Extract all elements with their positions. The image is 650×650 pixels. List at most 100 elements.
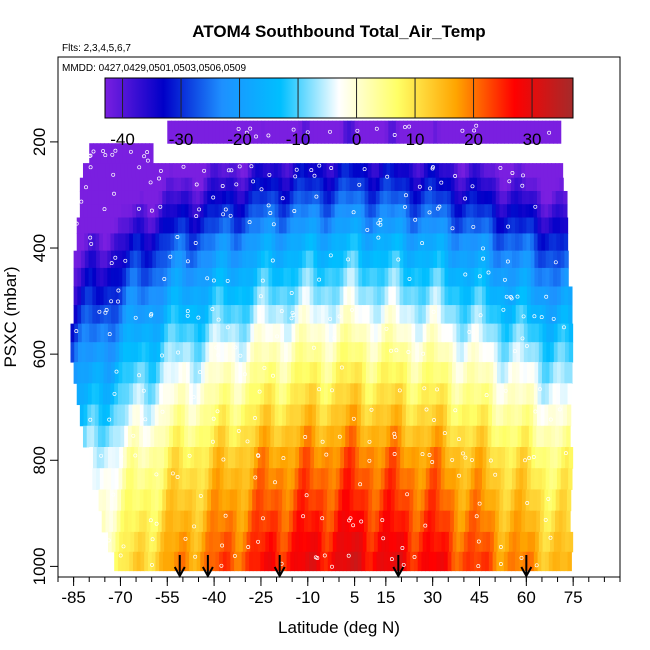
- heatmap-cell: [83, 177, 88, 192]
- heatmap-cell: [156, 342, 162, 363]
- sample-marker: [238, 353, 243, 358]
- heatmap-cell: [391, 383, 396, 406]
- heatmap-cell: [444, 468, 449, 490]
- heatmap-cell: [338, 190, 343, 205]
- heatmap-cell: [529, 404, 534, 427]
- heatmap-cell: [340, 323, 345, 343]
- heatmap-cell: [415, 323, 420, 343]
- sample-marker: [539, 315, 544, 320]
- heatmap-cell: [489, 468, 494, 490]
- heatmap-cell: [255, 425, 260, 448]
- heatmap-cell: [274, 425, 279, 448]
- heatmap-cell: [212, 323, 218, 343]
- heatmap-cell: [444, 267, 449, 287]
- heatmap-cell: [540, 510, 545, 533]
- heatmap-cell: [458, 190, 463, 205]
- heatmap-cell: [568, 531, 574, 553]
- heatmap-cell: [448, 305, 453, 325]
- heatmap-cell: [348, 510, 354, 533]
- heatmap-cell: [144, 468, 150, 490]
- heatmap-cell: [222, 177, 227, 192]
- heatmap-cell: [381, 447, 386, 469]
- heatmap-cell: [252, 404, 257, 427]
- heatmap-cell: [182, 250, 187, 269]
- heatmap-cell: [77, 250, 82, 269]
- heatmap-cell: [164, 447, 169, 469]
- heatmap-cell: [134, 531, 139, 553]
- heatmap-cell: [184, 177, 190, 192]
- heatmap-cell: [542, 447, 547, 469]
- heatmap-cell: [467, 468, 472, 490]
- heatmap-cell: [390, 510, 395, 533]
- sample-marker: [225, 278, 230, 283]
- heatmap-cell: [358, 362, 363, 384]
- heatmap-cell: [351, 323, 356, 343]
- heatmap-cell: [462, 190, 467, 205]
- heatmap-cell: [555, 510, 560, 533]
- heatmap-cell: [397, 510, 403, 533]
- heatmap-cell: [107, 468, 112, 490]
- heatmap-cell: [511, 286, 517, 306]
- heatmap-cell: [253, 362, 258, 384]
- heatmap-cell: [298, 267, 303, 287]
- heatmap-cell: [448, 531, 454, 553]
- heatmap-cell: [519, 120, 524, 144]
- latitude-arrow: [520, 555, 533, 579]
- heatmap-cell: [70, 323, 75, 343]
- heatmap-cell: [114, 551, 119, 572]
- heatmap-cell: [249, 267, 255, 287]
- heatmap-cell: [337, 510, 343, 533]
- heatmap-cell: [266, 163, 271, 179]
- heatmap-cell: [448, 468, 453, 490]
- heatmap-cell: [313, 120, 318, 144]
- heatmap-cell: [113, 404, 118, 427]
- heatmap-cell: [448, 267, 453, 287]
- heatmap-cell: [538, 120, 543, 144]
- sample-marker: [498, 165, 503, 170]
- heatmap-cell: [248, 204, 253, 219]
- heatmap-cell: [520, 531, 525, 553]
- dates-label: MMDD: 0427,0429,0501,0503,0506,0509: [62, 63, 246, 74]
- heatmap-cell: [413, 404, 418, 427]
- heatmap-cell: [488, 190, 493, 205]
- heatmap-cell: [208, 468, 213, 490]
- heatmap-cell: [530, 233, 535, 252]
- heatmap-cell: [118, 468, 123, 490]
- heatmap-cell: [151, 190, 156, 205]
- heatmap-cell: [482, 286, 487, 306]
- heatmap-cell: [264, 468, 270, 490]
- heatmap-cell: [401, 510, 406, 533]
- heatmap-cell: [145, 342, 150, 363]
- heatmap-cell: [325, 447, 330, 469]
- sample-marker: [519, 555, 524, 560]
- heatmap-cell: [302, 267, 307, 287]
- heatmap-cell: [151, 404, 156, 427]
- heatmap-cell: [369, 286, 374, 306]
- heatmap-cell: [529, 204, 534, 219]
- sample-marker: [358, 482, 363, 487]
- heatmap-cell: [247, 163, 253, 179]
- heatmap-cell: [141, 447, 147, 469]
- heatmap-cell: [96, 362, 101, 384]
- heatmap-cell: [410, 267, 416, 287]
- heatmap-cell: [324, 551, 329, 572]
- heatmap-cell: [179, 531, 184, 553]
- heatmap-cell: [147, 404, 152, 427]
- heatmap-cell: [174, 362, 180, 384]
- heatmap-cell: [454, 404, 459, 427]
- heatmap-cell: [115, 143, 120, 164]
- heatmap-cell: [382, 510, 388, 533]
- heatmap-cell: [538, 286, 543, 306]
- heatmap-cell: [422, 286, 427, 306]
- heatmap-cell: [436, 233, 441, 252]
- heatmap-cell: [364, 204, 369, 219]
- heatmap-cell: [493, 120, 498, 144]
- heatmap-cell: [418, 267, 423, 287]
- heatmap-cell: [452, 305, 457, 325]
- heatmap-cell: [397, 425, 403, 448]
- heatmap-cell: [134, 447, 139, 469]
- heatmap-cell: [171, 531, 176, 553]
- heatmap-cell: [304, 489, 310, 512]
- heatmap-cell: [320, 305, 326, 325]
- sample-marker: [392, 431, 397, 436]
